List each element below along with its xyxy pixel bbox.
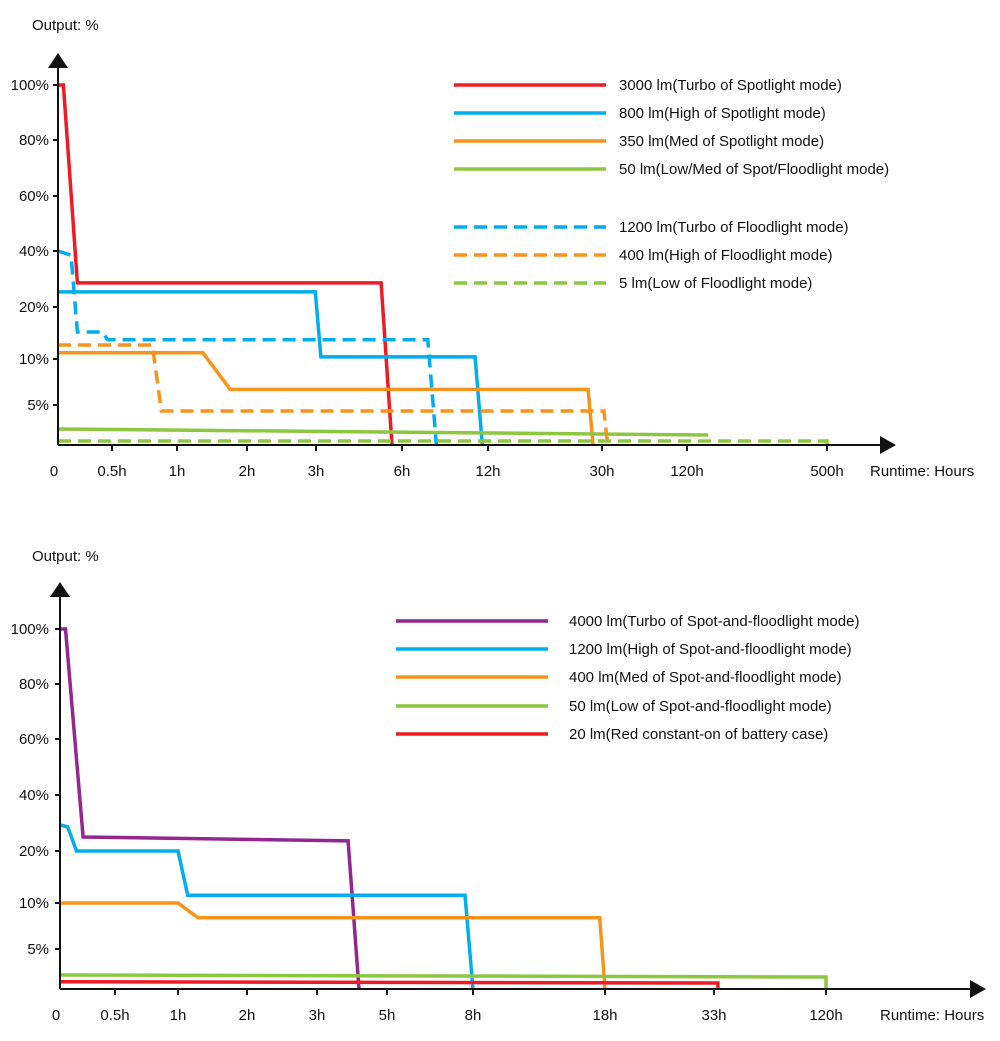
x-tick-label: 1h	[170, 1007, 187, 1024]
x-axis-arrow-icon	[970, 980, 986, 998]
y-tick-label: 40%	[19, 787, 49, 804]
series-line-1	[58, 290, 485, 446]
series-line-0	[60, 627, 361, 990]
y-tick-label: 60%	[19, 188, 49, 205]
x-tick-label: 8h	[465, 1007, 482, 1024]
legend-item: 350 lm(Med of Spotlight mode)	[454, 133, 824, 150]
x-tick-label: 5h	[379, 1007, 396, 1024]
y-tick-label: 20%	[19, 843, 49, 860]
x-tick-label: 1h	[169, 463, 186, 480]
legend: 4000 lm(Turbo of Spot-and-floodlight mod…	[396, 613, 859, 743]
spot-and-floodlight-runtime-chart: 5% 10% 20% 40% 60% 80% 100% 0 0.5h 1h 2h 3h 5h 8h 18h 3…	[11, 548, 986, 1024]
x-tick-label: 12h	[475, 463, 500, 480]
y-tick-label: 10%	[19, 895, 49, 912]
axes: 5% 10% 20% 40% 60% 80% 100% 0 0.5h 1h 2h 3h 6h 12h 30h…	[11, 53, 896, 480]
legend-label: 50 lm(Low/Med of Spot/Floodlight mode)	[619, 161, 889, 178]
legend-item: 5 lm(Low of Floodlight mode)	[454, 275, 812, 292]
series-group	[59, 627, 828, 990]
x-tick-label: 30h	[589, 463, 614, 480]
y-tick-label: 80%	[19, 132, 49, 149]
legend-label: 350 lm(Med of Spotlight mode)	[619, 133, 824, 150]
x-tick-label: 120h	[809, 1007, 842, 1024]
legend-label: 5 lm(Low of Floodlight mode)	[619, 275, 812, 292]
legend-item: 50 lm(Low/Med of Spot/Floodlight mode)	[454, 161, 889, 178]
x-tick-label: 6h	[394, 463, 411, 480]
legend: 3000 lm(Turbo of Spotlight mode) 800 lm(H…	[454, 77, 889, 292]
x-tick-label: 2h	[239, 463, 256, 480]
y-axis-title: Output: %	[32, 548, 99, 565]
legend-item: 1200 lm(High of Spot-and-floodlight mode…	[396, 641, 852, 658]
y-axis-arrow-icon	[48, 53, 68, 68]
series-line-3	[57, 427, 709, 437]
y-tick-label: 20%	[19, 299, 49, 316]
x-axis-title: Runtime: Hours	[870, 463, 974, 480]
x-tick-label: 2h	[239, 1007, 256, 1024]
y-tick-label: 5%	[27, 397, 49, 414]
x-tick-label: 33h	[701, 1007, 726, 1024]
legend-item: 1200 lm(Turbo of Floodlight mode)	[454, 219, 849, 236]
y-tick-label: 60%	[19, 731, 49, 748]
legend-item: 50 lm(Low of Spot-and-floodlight mode)	[396, 698, 832, 715]
legend-label: 1200 lm(High of Spot-and-floodlight mode…	[569, 641, 852, 658]
legend-label: 400 lm(Med of Spot-and-floodlight mode)	[569, 669, 842, 686]
legend-label: 4000 lm(Turbo of Spot-and-floodlight mod…	[569, 613, 859, 630]
legend-item: 3000 lm(Turbo of Spotlight mode)	[454, 77, 842, 94]
legend-item: 400 lm(High of Floodlight mode)	[454, 247, 832, 264]
legend-label: 3000 lm(Turbo of Spotlight mode)	[619, 77, 842, 94]
series-line-0	[58, 83, 394, 446]
legend-item: 400 lm(Med of Spot-and-floodlight mode)	[396, 669, 842, 686]
x-tick-label: 500h	[810, 463, 843, 480]
x-tick-label: 3h	[309, 1007, 326, 1024]
y-axis-arrow-icon	[50, 582, 70, 597]
series-line-4	[59, 980, 720, 989]
y-tick-label: 10%	[19, 351, 49, 368]
legend-item: 20 lm(Red constant-on of battery case)	[396, 726, 828, 743]
legend-label: 800 lm(High of Spotlight mode)	[619, 105, 826, 122]
y-axis-title: Output: %	[32, 17, 99, 34]
legend-item: 800 lm(High of Spotlight mode)	[454, 105, 826, 122]
x-axis-title: Runtime: Hours	[880, 1007, 984, 1024]
x-tick-label: 0	[52, 1007, 60, 1024]
x-tick-label: 18h	[592, 1007, 617, 1024]
series-line-2	[60, 901, 607, 990]
series-line-3	[59, 973, 828, 989]
x-tick-label: 120h	[670, 463, 703, 480]
x-tick-label: 0.5h	[97, 463, 126, 480]
spotlight-floodlight-runtime-chart: 5% 10% 20% 40% 60% 80% 100% 0 0.5h 1h 2h 3h 6h 12h 30h…	[11, 17, 975, 480]
y-tick-label: 100%	[11, 621, 49, 638]
legend-label: 400 lm(High of Floodlight mode)	[619, 247, 832, 264]
legend-label: 50 lm(Low of Spot-and-floodlight mode)	[569, 698, 832, 715]
legend-item: 4000 lm(Turbo of Spot-and-floodlight mod…	[396, 613, 859, 630]
x-tick-label: 3h	[308, 463, 325, 480]
y-tick-label: 5%	[27, 941, 49, 958]
series-group	[57, 83, 829, 446]
y-tick-label: 80%	[19, 676, 49, 693]
x-tick-label: 0	[50, 463, 58, 480]
series-line-1	[59, 823, 475, 990]
x-tick-label: 0.5h	[100, 1007, 129, 1024]
x-axis-arrow-icon	[880, 436, 896, 454]
series-line-6	[58, 439, 829, 445]
series-line-4	[57, 249, 439, 446]
legend-label: 1200 lm(Turbo of Floodlight mode)	[619, 219, 849, 236]
y-tick-label: 40%	[19, 243, 49, 260]
axes: 5% 10% 20% 40% 60% 80% 100% 0 0.5h 1h 2h 3h 5h 8h 18h 3…	[11, 582, 986, 1024]
legend-label: 20 lm(Red constant-on of battery case)	[569, 726, 828, 743]
series-line-5	[58, 343, 610, 446]
y-tick-label: 100%	[11, 77, 49, 94]
